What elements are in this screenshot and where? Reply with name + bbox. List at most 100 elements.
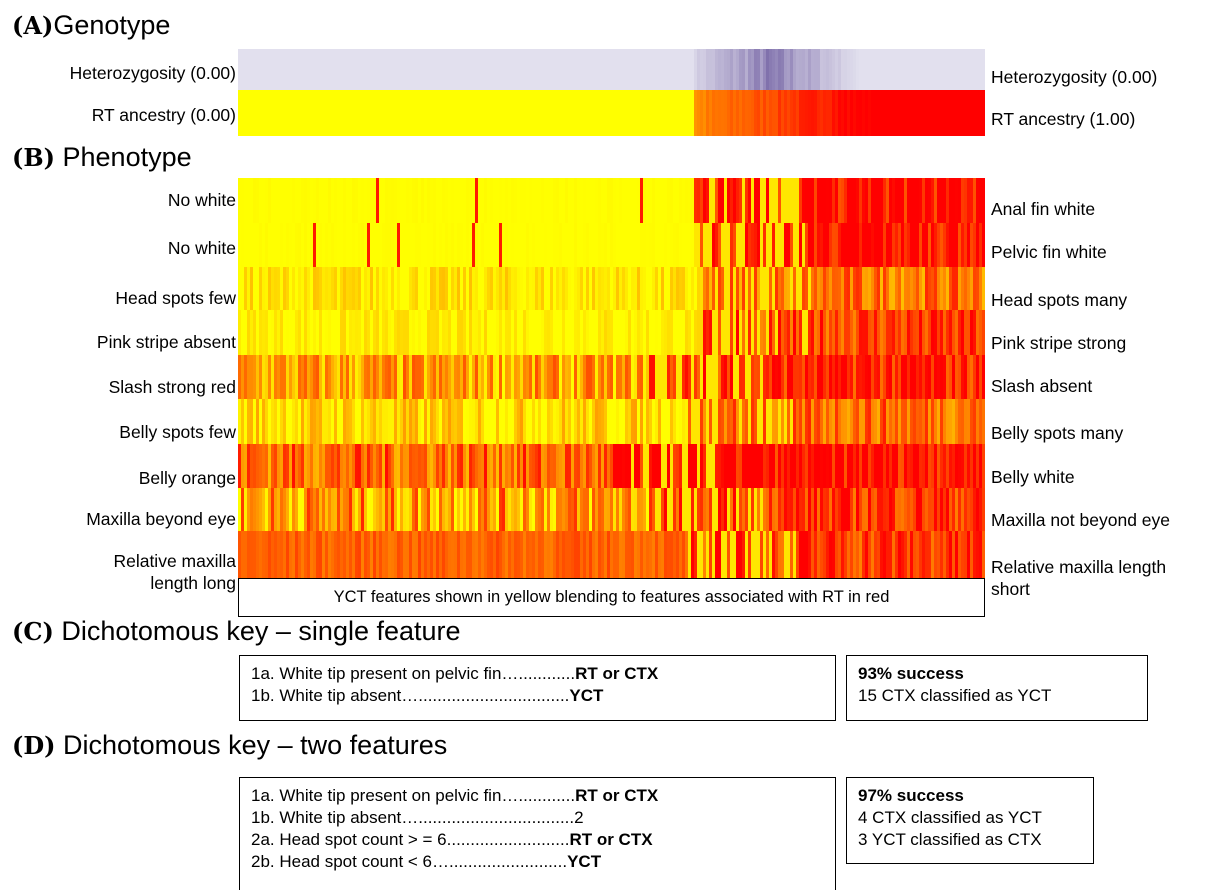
phenotype-cell [430,267,434,310]
ancestry-cell [286,90,290,136]
phenotype-cell [571,531,575,578]
phenotype-cell [784,267,788,310]
phenotype-cell [808,223,812,267]
phenotype-cell [736,488,740,531]
phenotype-cell [715,444,719,488]
phenotype-cell [796,178,800,223]
phenotype-cell [541,178,545,223]
phenotype-cell [553,531,557,578]
phenotype-cell [847,223,851,267]
phenotype-cell [727,444,731,488]
phenotype-cell [382,444,386,488]
phenotype-cell [325,399,329,444]
ancestry-cell [505,90,509,136]
phenotype-cell [886,488,890,531]
phenotype-cell [238,399,242,444]
ancestry-cell [475,90,479,136]
phenotype-cell [325,488,329,531]
phenotype-cell [787,488,791,531]
ancestry-cell [583,90,587,136]
phenotype-cell [919,310,923,355]
ancestry-cell [322,90,326,136]
ancestry-cell [970,90,974,136]
phenotype-cell [880,178,884,223]
phenotype-cell [586,267,590,310]
phenotype-cell [817,178,821,223]
ancestry-cell [742,90,746,136]
phenotype-cell [832,444,836,488]
phenotype-cell [274,399,278,444]
heterozygosity-cell [322,49,326,90]
phenotype-cell [631,223,635,267]
phenotype-cell [547,310,551,355]
phenotype-cell [958,178,962,223]
phenotype-cell [919,267,923,310]
phenotype-cell [730,444,734,488]
ancestry-cell [283,90,287,136]
ancestry-cell [727,90,731,136]
phenotype-cell [967,531,971,578]
phenotype-cell [778,178,782,223]
phenotype-cell [721,267,725,310]
ancestry-cell [685,90,689,136]
phenotype-cell [439,267,443,310]
phenotype-cell [871,310,875,355]
phenotype-cell [904,488,908,531]
phenotype-cell [508,310,512,355]
phenotype-cell [283,355,287,399]
phenotype-cell [880,223,884,267]
phenotype-cell [928,310,932,355]
phenotype-cell [907,310,911,355]
heterozygosity-cell [388,49,392,90]
phenotype-cell [823,310,827,355]
phenotype-cell [736,178,740,223]
phenotype-cell [979,399,983,444]
phenotype-cell [319,267,323,310]
phenotype-cell [802,267,806,310]
phenotype-cell [700,531,704,578]
phenotype-cell [469,531,473,578]
phenotype-cell [886,399,890,444]
phenotype-cell [946,310,950,355]
ancestry-cell [670,90,674,136]
phenotype-cell [649,399,653,444]
phenotype-cell [559,531,563,578]
ancestry-cell [982,90,985,136]
phenotype-cell [358,223,362,267]
heterozygosity-cell [691,49,695,90]
phenotype-cell [451,444,455,488]
phenotype-cell [943,531,947,578]
phenotype-cell [724,444,728,488]
phenotype-cell [631,531,635,578]
phenotype-cell [790,444,794,488]
phenotype-cell [526,178,530,223]
phenotype-cell [406,355,410,399]
phenotype-cell [868,267,872,310]
phenotype-cell [859,488,863,531]
phenotype-left-label: Pink stripe absent [96,332,236,352]
phenotype-cell [976,310,980,355]
ancestry-cell [268,90,272,136]
phenotype-cell [979,355,983,399]
heterozygosity-cell [454,49,458,90]
phenotype-cell [730,355,734,399]
phenotype-cell [616,355,620,399]
phenotype-cell [454,488,458,531]
phenotype-cell [643,267,647,310]
phenotype-cell [904,399,908,444]
phenotype-cell [493,444,497,488]
heterozygosity-cell [898,49,902,90]
phenotype-cell [961,178,965,223]
phenotype-cell [658,399,662,444]
phenotype-cell [295,488,299,531]
phenotype-cell [811,178,815,223]
phenotype-cell [472,310,476,355]
phenotype-cell [808,267,812,310]
phenotype-cell [931,223,935,267]
phenotype-cell [541,531,545,578]
phenotype-cell [688,223,692,267]
heterozygosity-cell [595,49,599,90]
phenotype-cell [436,267,440,310]
phenotype-cell [847,488,851,531]
phenotype-cell [562,488,566,531]
